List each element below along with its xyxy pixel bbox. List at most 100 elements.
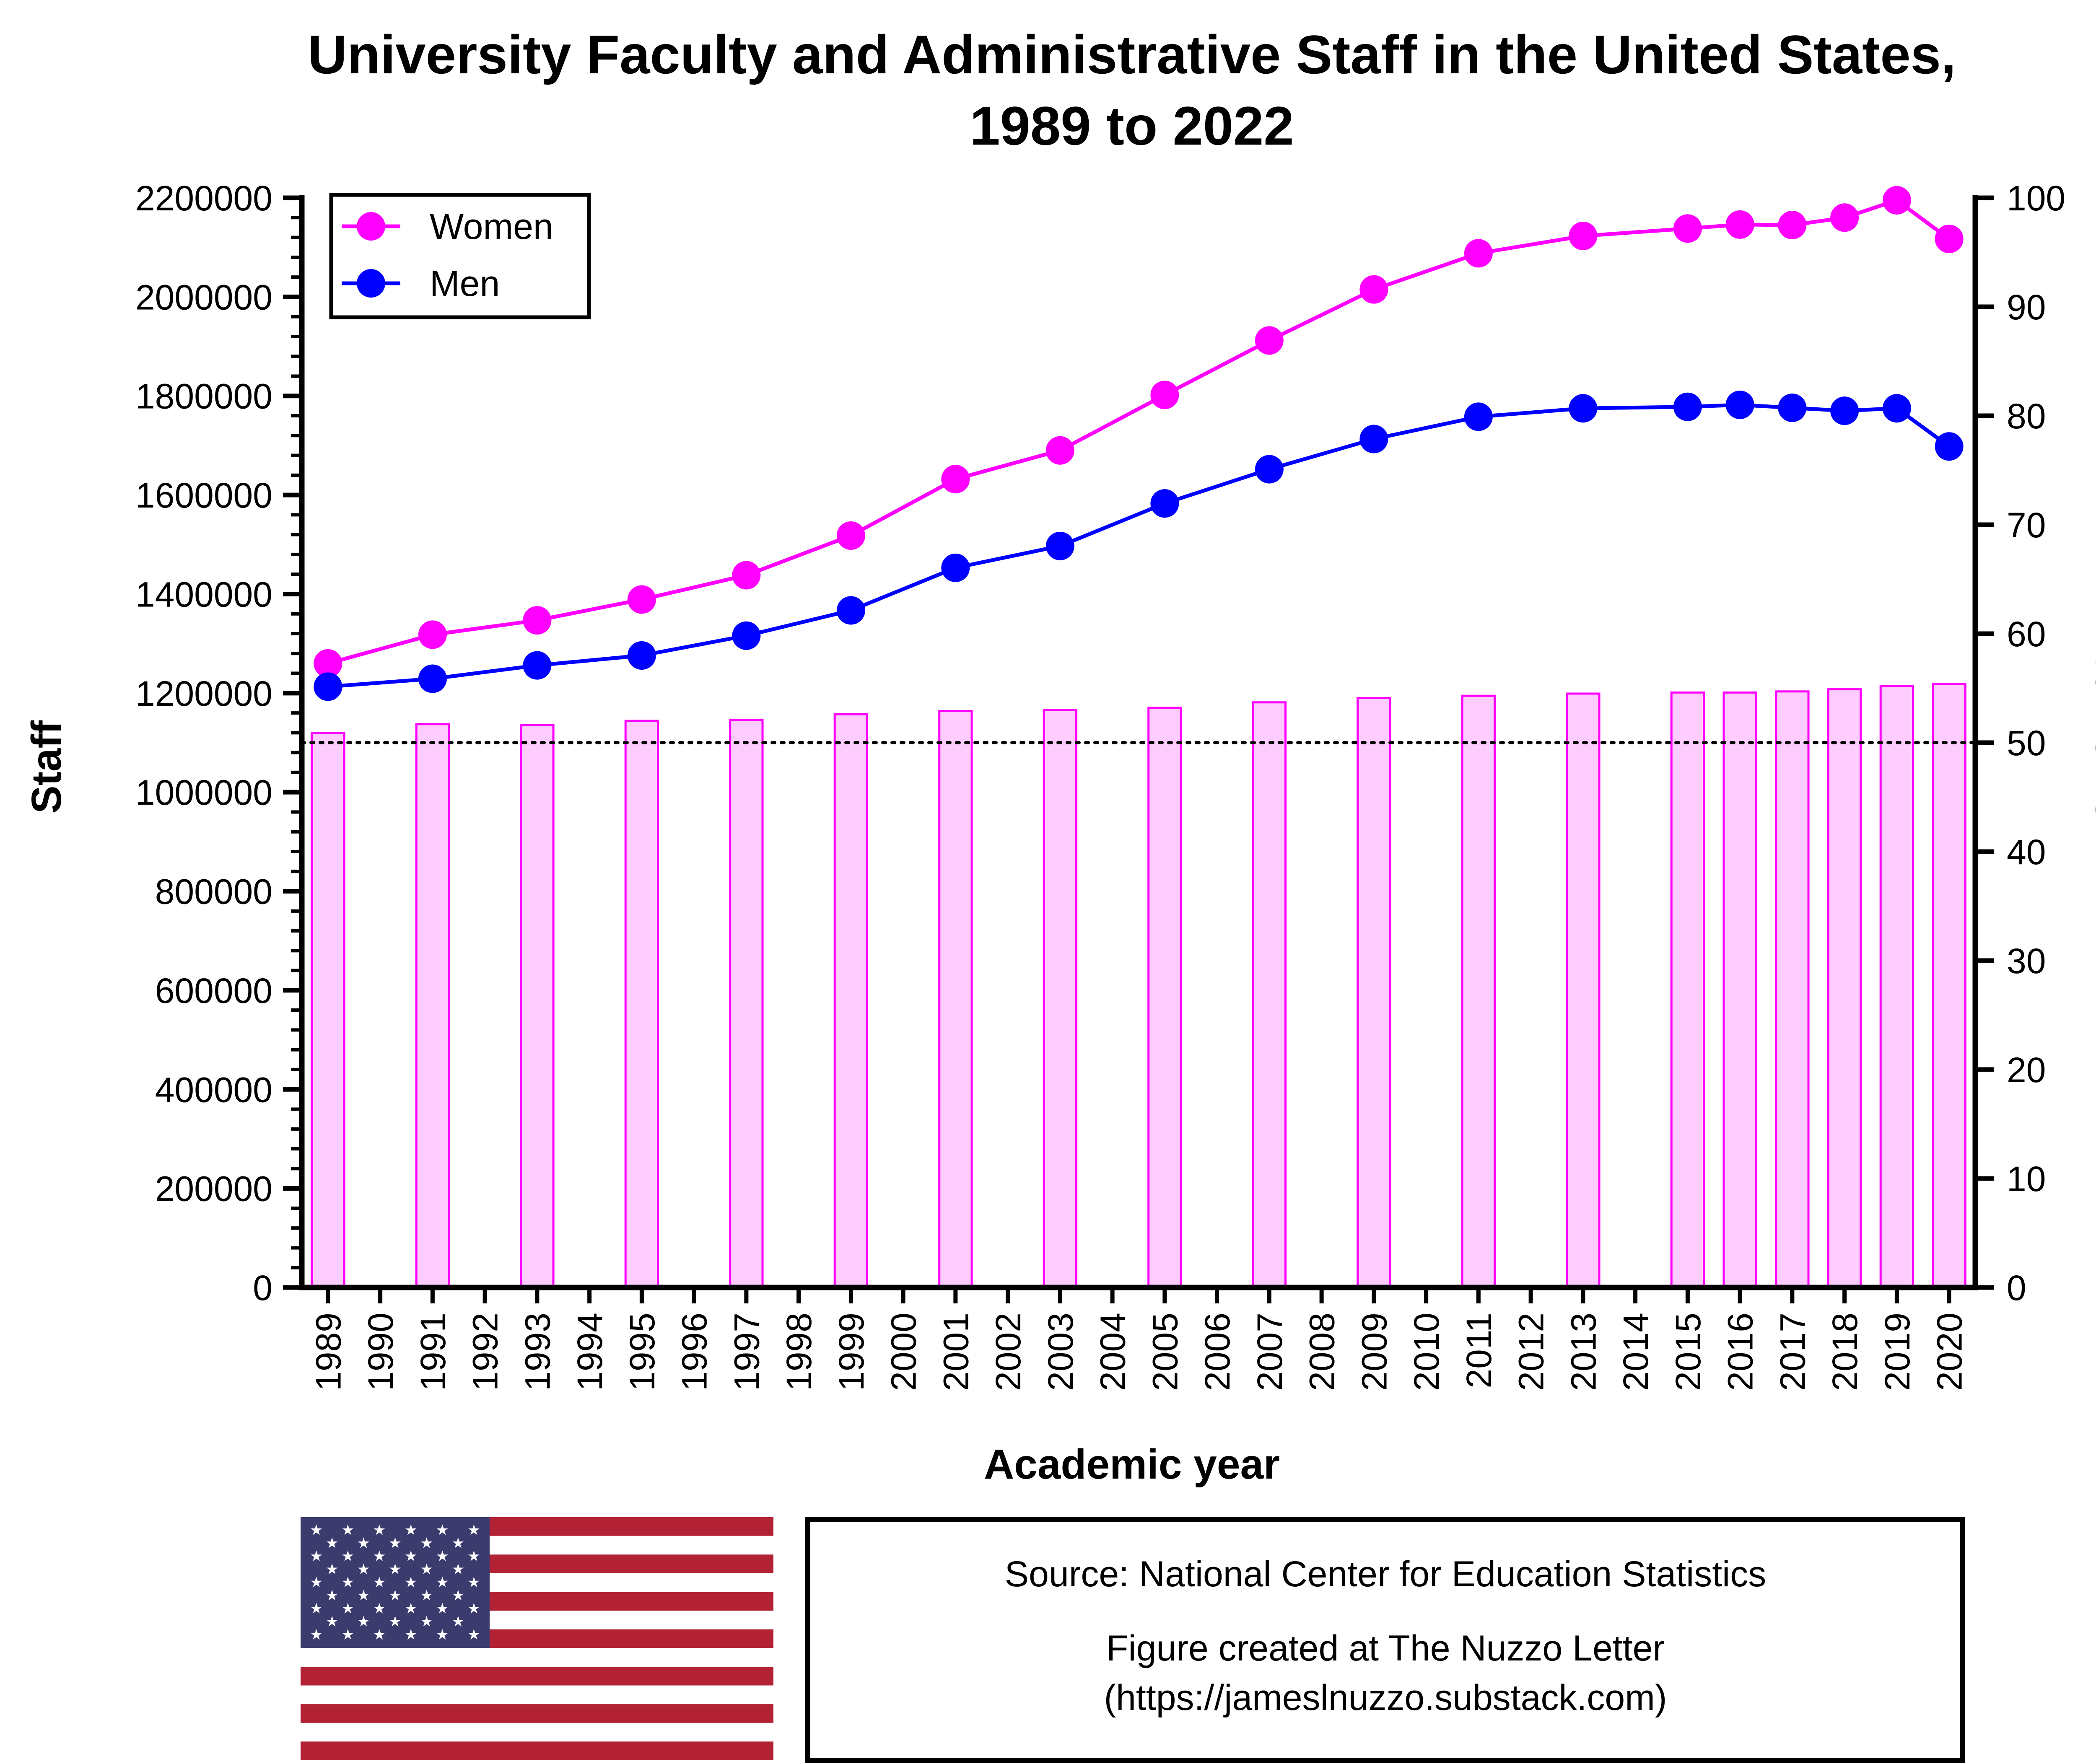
flag-star xyxy=(468,1524,480,1535)
x-tick-label: 2019 xyxy=(1878,1313,1917,1391)
point-women-2007 xyxy=(1255,326,1284,355)
flag-star xyxy=(389,1590,401,1601)
flag-star xyxy=(421,1590,432,1601)
y-axis-left-title: Staff xyxy=(23,720,70,813)
x-tick-label: 1990 xyxy=(361,1313,400,1391)
flag-star xyxy=(468,1550,480,1561)
x-tick-label: 1996 xyxy=(675,1313,714,1391)
flag-star xyxy=(374,1577,385,1588)
x-tick-label: 2007 xyxy=(1250,1313,1289,1391)
flag-star xyxy=(374,1524,385,1535)
credit-line-2: (https://jameslnuzzo.substack.com) xyxy=(1104,1678,1667,1718)
bar-pct-women-2005 xyxy=(1147,707,1182,1289)
flag-star xyxy=(468,1577,480,1588)
point-women-2009 xyxy=(1359,275,1388,304)
bar-pct-women-2007 xyxy=(1252,701,1287,1289)
x-tick-label: 1989 xyxy=(309,1313,348,1391)
flag-star xyxy=(468,1603,480,1614)
point-women-2013 xyxy=(1569,222,1598,250)
bars-layer xyxy=(311,683,1966,1289)
flag-star xyxy=(436,1603,448,1614)
source-line: Source: National Center for Education St… xyxy=(1005,1554,1766,1594)
flag-star xyxy=(436,1550,448,1561)
flag-star xyxy=(389,1616,401,1627)
y-right-tick-label: 40 xyxy=(2007,832,2046,872)
y-left-tick-label: 600000 xyxy=(155,971,272,1010)
x-tick-label: 1991 xyxy=(413,1313,453,1391)
bar-pct-women-2017 xyxy=(1775,690,1810,1289)
point-men-2020 xyxy=(1935,432,1964,461)
flag-star xyxy=(358,1616,369,1627)
flag-star xyxy=(374,1629,385,1640)
y-left-tick-label: 1400000 xyxy=(135,575,272,614)
point-women-1995 xyxy=(627,585,656,614)
x-tick-label: 1999 xyxy=(832,1313,871,1391)
x-tick-label: 2016 xyxy=(1721,1313,1760,1391)
flag-red-stripe xyxy=(301,1741,773,1760)
y-right-tick-label: 0 xyxy=(2007,1268,2026,1308)
point-men-2019 xyxy=(1882,394,1911,423)
point-women-1989 xyxy=(314,649,342,678)
point-men-2005 xyxy=(1150,489,1179,518)
point-men-1989 xyxy=(314,672,342,701)
flag-star xyxy=(436,1629,448,1640)
flag-star xyxy=(342,1603,354,1614)
y-right-tick-label: 90 xyxy=(2007,288,2046,327)
bar-pct-women-1997 xyxy=(729,718,764,1289)
x-tick-label: 1997 xyxy=(727,1313,766,1391)
point-women-1993 xyxy=(523,606,552,635)
source-box: Source: National Center for Education St… xyxy=(805,1517,1965,1763)
flag-star xyxy=(374,1550,385,1561)
point-men-1991 xyxy=(418,664,447,693)
flag-star xyxy=(342,1524,354,1535)
point-men-1995 xyxy=(627,641,656,670)
point-men-2016 xyxy=(1725,391,1754,419)
y-axis-right-title: % women xyxy=(2087,653,2096,847)
x-tick-label: 2004 xyxy=(1093,1313,1133,1391)
bar-pct-women-2019 xyxy=(1879,685,1914,1289)
point-men-1993 xyxy=(523,651,552,680)
bar-pct-women-1989 xyxy=(311,732,345,1289)
point-women-2017 xyxy=(1778,211,1807,239)
y-right-tick-label: 20 xyxy=(2007,1050,2046,1090)
point-women-2001 xyxy=(941,465,970,494)
flag-star xyxy=(358,1563,369,1575)
x-tick-label: 1998 xyxy=(779,1313,819,1391)
bar-pct-women-2001 xyxy=(938,710,973,1289)
bar-pct-women-2020 xyxy=(1932,683,1966,1289)
x-tick-label: 2002 xyxy=(988,1313,1028,1391)
bar-pct-women-2018 xyxy=(1827,688,1862,1289)
y-left-tick-label: 200000 xyxy=(155,1169,272,1209)
point-women-1997 xyxy=(732,561,761,590)
x-tick-label: 1993 xyxy=(518,1313,557,1391)
point-women-2015 xyxy=(1673,214,1702,243)
flag-star xyxy=(405,1577,417,1588)
x-tick-label: 1992 xyxy=(466,1313,505,1391)
point-men-1997 xyxy=(732,621,761,650)
bar-pct-women-1991 xyxy=(415,723,450,1289)
point-women-1991 xyxy=(418,620,447,649)
x-tick-label: 2009 xyxy=(1354,1313,1394,1391)
y-right-tick-label: 100 xyxy=(2007,179,2065,218)
y-left-tick-label: 1800000 xyxy=(135,377,272,416)
bar-pct-women-1995 xyxy=(624,720,659,1289)
x-axis-title: Academic year xyxy=(984,1441,1280,1488)
flag-star xyxy=(452,1616,464,1627)
point-women-1999 xyxy=(836,521,865,550)
x-tick-label: 2001 xyxy=(936,1313,975,1391)
point-women-2011 xyxy=(1464,239,1493,268)
flag-star xyxy=(421,1563,432,1575)
point-men-2007 xyxy=(1255,455,1284,484)
flag-star xyxy=(358,1537,369,1548)
flag-star xyxy=(342,1550,354,1561)
x-tick-label: 2003 xyxy=(1041,1313,1080,1391)
bar-pct-women-1999 xyxy=(833,713,869,1289)
point-men-2018 xyxy=(1830,396,1859,425)
flag-stars xyxy=(311,1524,480,1640)
flag-star xyxy=(326,1616,338,1627)
flag-star xyxy=(405,1629,417,1640)
point-men-2017 xyxy=(1778,394,1807,422)
flag-star xyxy=(311,1629,322,1640)
x-tick-label: 2000 xyxy=(884,1313,923,1391)
